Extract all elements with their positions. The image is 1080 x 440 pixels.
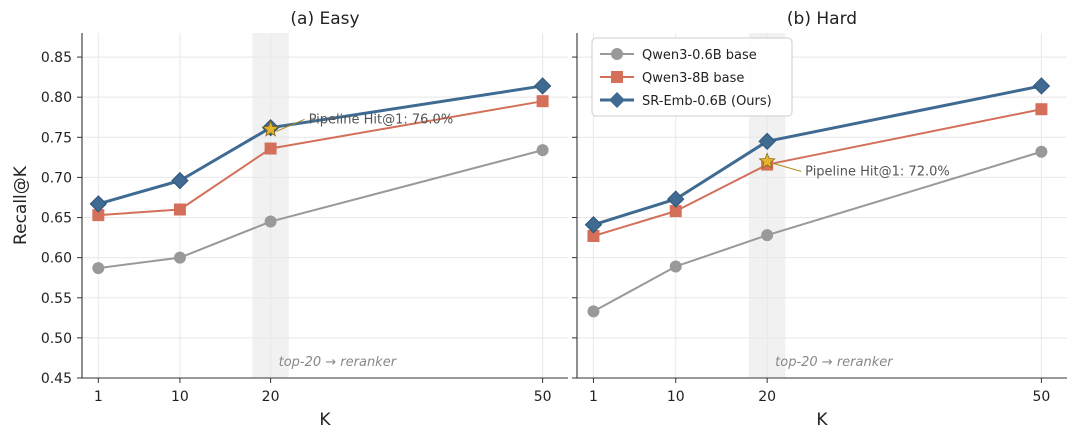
p1-point-qwen3-0-6b-base bbox=[587, 305, 600, 318]
panel-easy: 0.45 0.50 0.55 0.60 0.65 0.70 0.75 0.80 0.85 1 10 2… bbox=[11, 9, 568, 430]
p1-legend-label-sr-emb-0-6b-ours: SR-Emb-0.6B (Ours) bbox=[642, 94, 772, 109]
p1-x-tick-label: 10 bbox=[667, 389, 685, 405]
p0-y-tick-label: 0.50 bbox=[41, 331, 72, 347]
p0-y-tick-label: 0.85 bbox=[41, 50, 72, 66]
p0-x-tick-label: 10 bbox=[171, 389, 189, 405]
p1-point-qwen3-8b-base bbox=[1035, 103, 1048, 116]
p1-legend-marker-qwen3-8b-base bbox=[611, 71, 623, 83]
p1-point-qwen3-0-6b-base bbox=[669, 260, 682, 273]
p0-panel-title: (a) Easy bbox=[290, 9, 359, 29]
p0-y-tick-label: 0.75 bbox=[41, 130, 72, 146]
p0-annotation-arrow bbox=[276, 118, 305, 132]
p1-legend-label-qwen3-0-6b-base: Qwen3-0.6B base bbox=[642, 48, 757, 63]
p0-point-qwen3-0-6b-base bbox=[173, 251, 186, 264]
p0-x-tick-label: 1 bbox=[94, 389, 103, 405]
p1-point-sr-emb-0-6b-ours bbox=[758, 132, 776, 151]
p0-band-label: top-20 → reranker bbox=[279, 355, 398, 370]
p0-point-sr-emb-0-6b-ours bbox=[171, 171, 189, 190]
p0-series-line-qwen3-8b-base bbox=[98, 100, 543, 217]
p0-y-tick-label: 0.65 bbox=[41, 211, 72, 227]
p0-point-qwen3-8b-base bbox=[536, 95, 549, 108]
p0-point-sr-emb-0-6b-ours bbox=[533, 77, 552, 95]
p1-x-tick-label: 1 bbox=[589, 389, 598, 405]
p0-y-tick-label: 0.60 bbox=[41, 251, 72, 267]
p1-x-tick-label: 20 bbox=[758, 389, 776, 405]
p1-x-axis-label: K bbox=[816, 410, 828, 430]
p1-annotation-text: Pipeline Hit@1: 72.0% bbox=[805, 164, 950, 179]
p0-point-sr-emb-0-6b-ours bbox=[89, 195, 108, 213]
p1-point-qwen3-0-6b-base bbox=[1035, 145, 1048, 158]
p1-point-qwen3-8b-base bbox=[587, 229, 600, 242]
p0-point-qwen3-0-6b-base bbox=[92, 262, 105, 275]
p0-point-qwen3-0-6b-base bbox=[536, 144, 549, 157]
p0-point-qwen3-8b-base bbox=[92, 209, 105, 222]
p1-annotation-arrow bbox=[773, 162, 802, 172]
p1-point-sr-emb-0-6b-ours bbox=[584, 216, 603, 234]
p1-point-sr-emb-0-6b-ours bbox=[1032, 77, 1051, 95]
p1-point-qwen3-0-6b-base bbox=[761, 229, 774, 242]
p0-y-tick-label: 0.45 bbox=[41, 371, 72, 387]
p0-series-line-sr-emb-0-6b-ours bbox=[97, 84, 543, 206]
p0-y-tick-label: 0.80 bbox=[41, 90, 72, 106]
p1-point-sr-emb-0-6b-ours bbox=[667, 190, 685, 208]
p1-legend-label-qwen3-8b-base: Qwen3-8B base bbox=[642, 71, 744, 86]
p0-annotation-text: Pipeline Hit@1: 76.0% bbox=[309, 112, 454, 127]
p1-annotation-star bbox=[758, 152, 776, 169]
p1-legend-marker-sr-emb-0-6b-ours bbox=[609, 92, 625, 108]
p0-x-tick-label: 20 bbox=[262, 389, 280, 405]
p1-series-line-qwen3-0-6b-base bbox=[592, 150, 1042, 313]
p1-legend-box bbox=[591, 37, 793, 117]
p0-annotation-star bbox=[261, 120, 280, 137]
p1-legend-marker-qwen3-0-6b-base bbox=[611, 48, 623, 60]
p1-band-label: top-20 → reranker bbox=[775, 355, 894, 370]
p0-x-axis-label: K bbox=[319, 410, 331, 430]
p1-series-line-qwen3-8b-base bbox=[593, 108, 1042, 237]
p0-x-tick-label: 50 bbox=[534, 389, 552, 405]
p1-point-qwen3-8b-base bbox=[669, 205, 682, 218]
p0-y-tick-label: 0.55 bbox=[41, 291, 72, 307]
p1-panel-title: (b) Hard bbox=[787, 9, 857, 29]
p0-y-axis-label: Recall@K bbox=[11, 165, 31, 245]
p1-x-tick-label: 50 bbox=[1032, 389, 1050, 405]
p0-y-tick-label: 0.70 bbox=[41, 170, 72, 186]
p0-point-qwen3-0-6b-base bbox=[264, 215, 277, 228]
p0-point-qwen3-8b-base bbox=[173, 203, 186, 216]
p0-point-qwen3-8b-base bbox=[264, 142, 277, 155]
p0-series-line-qwen3-0-6b-base bbox=[98, 149, 543, 270]
p1-series-line-sr-emb-0-6b-ours bbox=[593, 84, 1042, 227]
